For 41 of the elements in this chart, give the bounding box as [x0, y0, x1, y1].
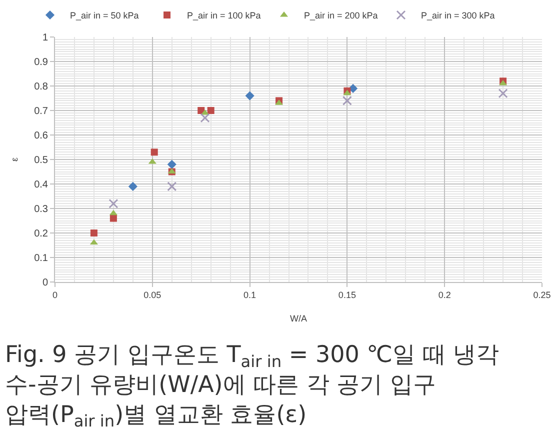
point [207, 107, 214, 114]
point [128, 182, 138, 191]
x-tick-label: 0.25 [533, 290, 551, 300]
point [110, 214, 117, 222]
point [148, 158, 156, 164]
point [498, 88, 508, 98]
point [108, 198, 118, 208]
y-tick-label: 0.6 [34, 130, 48, 142]
x-tick-label: 0.2 [438, 290, 451, 300]
point [342, 96, 352, 106]
legend-label: P_air in = 200 kPa [304, 10, 378, 21]
y-tick-label: 0.8 [34, 82, 48, 92]
x-tick-label: 0.15 [338, 290, 356, 300]
point [167, 182, 177, 192]
y-tick-label: 0.9 [34, 57, 48, 68]
point [167, 160, 176, 169]
point [200, 113, 210, 123]
y-tick-label: 0.1 [34, 253, 48, 264]
point [90, 230, 98, 236]
y-tick-label: 0.3 [34, 204, 48, 215]
legend-label: P_air in = 100 kPa [187, 10, 261, 21]
point [343, 90, 352, 96]
y-tick-label: 0.2 [34, 228, 48, 240]
x-tick-label: 0 [52, 290, 58, 300]
point [90, 239, 98, 245]
caption: Fig. 9 공기 입구온도 T$_{air in}$ = 300 ℃일 때 냉각 수-공기 유량비(W/A)에 따른 각 공기 입구 압력(P$_{air in}$)별 열교환 효율(ε) [5, 342, 500, 431]
y-tick-label: 1 [42, 32, 48, 44]
y-axis-title: ε [9, 157, 20, 162]
x-axis-title: W/A [290, 314, 307, 324]
x-tick-label: 0.1 [244, 290, 256, 300]
y-tick-label: 0.5 [34, 155, 48, 166]
point [150, 148, 158, 156]
legend-label: P_air in = 300 kPa [421, 10, 495, 21]
y-tick-label: 0 [42, 278, 48, 288]
y-tick-label: 0.4 [34, 180, 48, 190]
legend-label: P_air in = 50 kPa [70, 10, 139, 21]
y-tick-label: 0.7 [34, 106, 48, 117]
point [348, 84, 358, 93]
x-tick-label: 0.05 [144, 290, 162, 300]
point [245, 91, 254, 100]
point [109, 210, 118, 216]
